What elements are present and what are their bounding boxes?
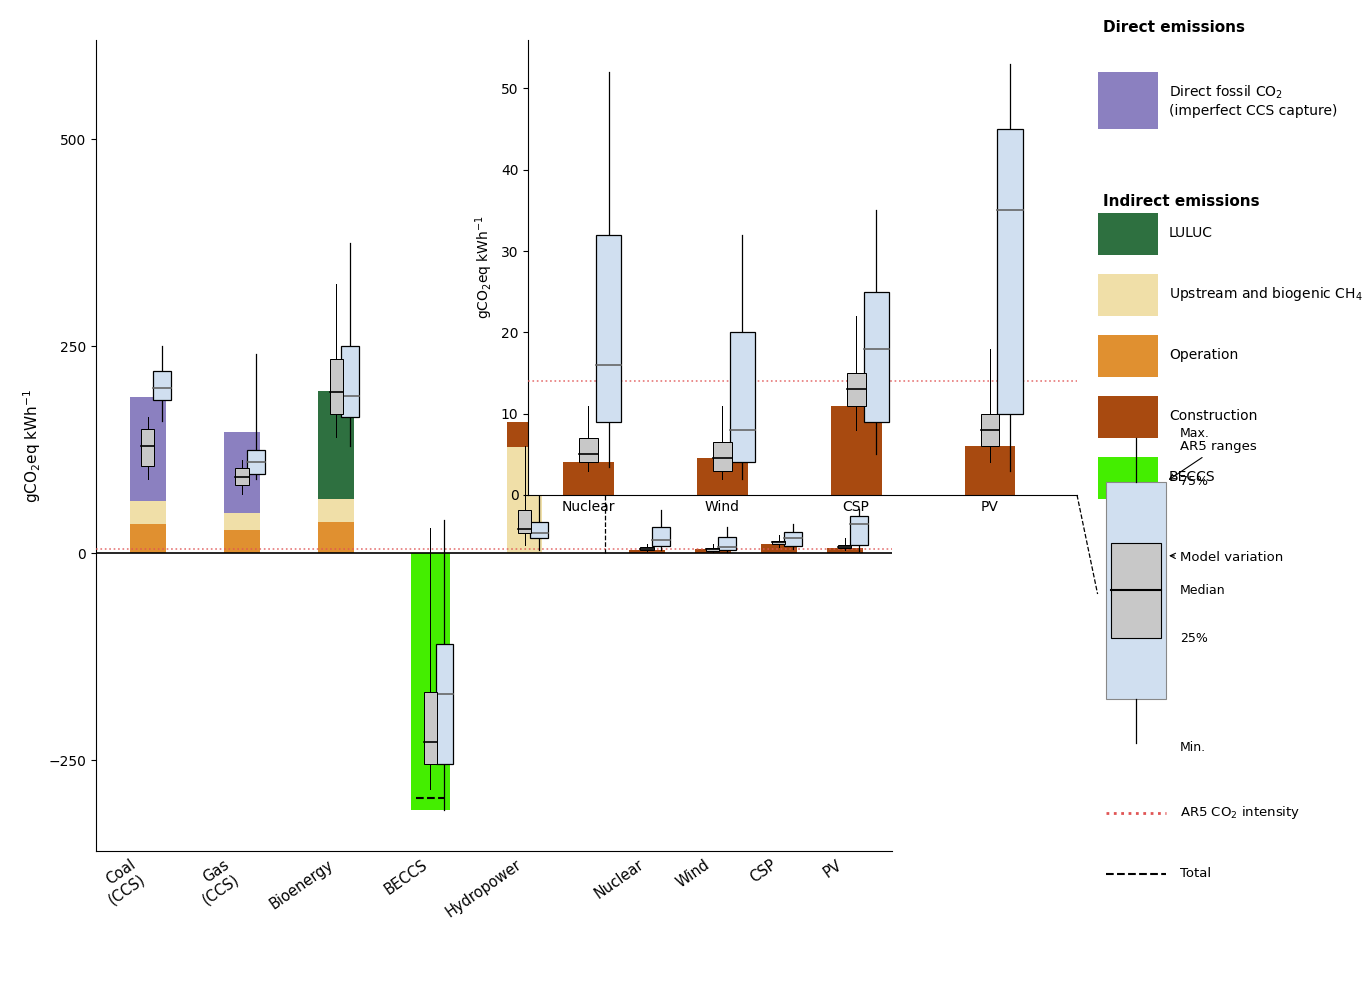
Bar: [965, 446, 1015, 495]
Text: AR5 ranges: AR5 ranges: [1169, 441, 1257, 479]
Bar: [641, 547, 653, 549]
Bar: [154, 371, 172, 400]
Bar: [838, 544, 851, 548]
Bar: [849, 516, 867, 544]
Bar: [236, 468, 248, 485]
Bar: [318, 522, 354, 553]
Bar: [827, 548, 863, 553]
Bar: [318, 499, 354, 522]
Bar: [424, 692, 436, 764]
Bar: [628, 549, 665, 553]
Text: 75%: 75%: [1180, 475, 1207, 488]
Bar: [579, 438, 598, 462]
Text: Direct emissions: Direct emissions: [1103, 20, 1244, 35]
Bar: [410, 553, 450, 810]
Bar: [1098, 336, 1158, 377]
Text: AR5 CO$_2$ intensity: AR5 CO$_2$ intensity: [1180, 804, 1301, 821]
Bar: [130, 501, 166, 524]
Bar: [830, 406, 882, 495]
Bar: [863, 292, 889, 422]
Text: Operation: Operation: [1169, 348, 1238, 362]
Y-axis label: gCO$_2$eq kWh$^{-1}$: gCO$_2$eq kWh$^{-1}$: [473, 215, 495, 320]
Bar: [1098, 213, 1158, 255]
Bar: [730, 333, 755, 462]
Text: BECCS: BECCS: [1169, 470, 1216, 484]
Bar: [707, 547, 719, 550]
Bar: [1098, 274, 1158, 316]
Bar: [713, 443, 731, 470]
Bar: [783, 533, 801, 545]
Text: Direct fossil CO$_2$
(imperfect CCS capture): Direct fossil CO$_2$ (imperfect CCS capt…: [1169, 84, 1338, 118]
Bar: [761, 544, 797, 553]
Text: Total: Total: [1180, 867, 1211, 880]
Bar: [595, 235, 622, 422]
Bar: [506, 447, 542, 553]
Bar: [847, 373, 866, 406]
Text: Model variation: Model variation: [1170, 551, 1283, 564]
Bar: [696, 549, 731, 553]
Bar: [519, 510, 531, 534]
Bar: [652, 527, 670, 545]
Y-axis label: gCO$_2$eq kWh$^{-1}$: gCO$_2$eq kWh$^{-1}$: [21, 388, 43, 503]
Text: 25%: 25%: [1180, 632, 1207, 644]
Bar: [1098, 457, 1158, 499]
Bar: [318, 391, 354, 499]
Bar: [718, 537, 735, 549]
Bar: [1098, 72, 1158, 129]
Bar: [997, 129, 1022, 414]
Bar: [981, 414, 999, 446]
Bar: [224, 433, 259, 514]
Bar: [247, 449, 265, 474]
Text: Max.: Max.: [1180, 427, 1210, 441]
Text: Median: Median: [1180, 584, 1225, 597]
Bar: [1098, 396, 1158, 438]
Text: Indirect emissions: Indirect emissions: [1103, 194, 1259, 209]
Bar: [772, 541, 785, 545]
Bar: [130, 397, 166, 501]
Bar: [435, 644, 453, 764]
Bar: [697, 458, 748, 495]
Bar: [506, 423, 542, 447]
Bar: [224, 530, 259, 553]
Text: Upstream and biogenic CH$_4$: Upstream and biogenic CH$_4$: [1169, 285, 1362, 303]
Text: Construction: Construction: [1169, 409, 1257, 423]
Bar: [342, 346, 359, 417]
Bar: [141, 429, 155, 466]
Bar: [329, 358, 343, 414]
Bar: [130, 524, 166, 553]
Bar: [563, 462, 613, 495]
Text: LULUC: LULUC: [1169, 227, 1213, 241]
Bar: [224, 514, 259, 530]
Text: Min.: Min.: [1180, 741, 1206, 753]
Bar: [530, 522, 547, 539]
